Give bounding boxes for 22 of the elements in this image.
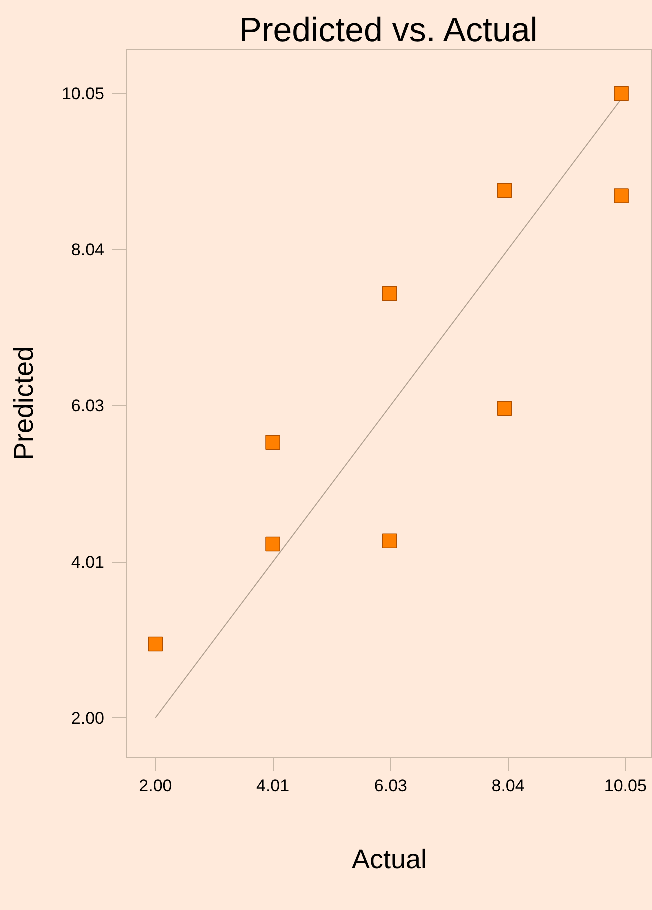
chart-title: Predicted vs. Actual <box>239 12 538 50</box>
y-tick-label: 4.01 <box>71 553 105 572</box>
point <box>382 534 398 549</box>
x-tick-label: 10.05 <box>604 776 647 796</box>
x-axis-title: Actual <box>352 844 428 874</box>
point <box>614 86 629 102</box>
point <box>382 286 398 302</box>
x-tick-label: 8.04 <box>492 776 525 796</box>
point <box>497 401 512 416</box>
y-axis-title: Predicted <box>8 346 39 461</box>
y-tick-label: 2.00 <box>71 708 105 728</box>
x-tick-label: 6.03 <box>374 776 408 796</box>
y-tick-label: 10.05 <box>62 84 105 104</box>
point <box>148 636 164 652</box>
x-tick-label: 4.01 <box>256 776 290 796</box>
point <box>497 183 512 198</box>
y-tick-label: 6.03 <box>71 396 105 416</box>
point <box>266 536 280 552</box>
point <box>614 188 629 204</box>
y-tick-label: 8.04 <box>71 240 105 260</box>
point <box>266 435 280 450</box>
x-tick-label: 2.00 <box>139 776 172 796</box>
